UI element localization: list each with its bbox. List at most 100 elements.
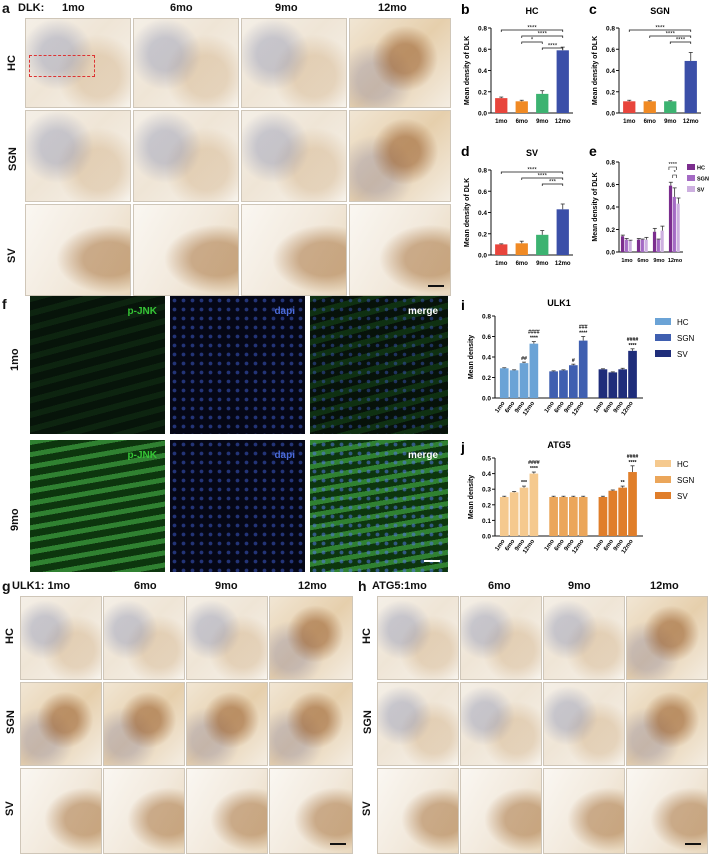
x-tick-label: 12mo [683,119,699,125]
bar [556,209,569,255]
y-tick-label: 0.6 [478,189,487,196]
y-tick-label: 0.8 [478,26,487,33]
ihc-image [543,682,625,766]
y-tick-label: 0.8 [606,160,615,167]
x-tick-label: 12mo [555,119,571,125]
bar [515,101,528,113]
bar [499,368,509,398]
bar [618,369,627,398]
significance-bracket [541,183,564,186]
panel-letter: c [589,1,597,17]
significance-bracket [521,35,564,38]
ihc-image [460,682,542,766]
bar [620,236,625,252]
bar [598,497,608,536]
panel-f-row-1mo: 1mo [9,348,21,371]
scale-bar [428,285,444,287]
y-axis-label: Mean density of DLK [464,36,471,105]
scale-bar [685,843,701,845]
significance-label: **** [530,336,539,342]
panel-h-col-3: 9mo [568,580,591,592]
panel-h-row-hc: HC [361,628,373,644]
ihc-image [186,682,268,766]
bar [578,497,588,536]
x-tick-label: 9mo [653,258,665,264]
significance-label: **** [628,460,637,466]
channel-label-merge: merge [407,306,438,317]
x-tick-label: 12mo [555,261,571,267]
chart-title: HC [526,6,539,16]
chart-c: SGN c 0.0 0.2 0.4 0.6 0.8 Mean density of DLK 1m… [589,1,701,125]
significance-label: **** [628,343,637,349]
panel-g-letter: g [2,578,11,594]
panel-f-row-9mo: 9mo [9,508,21,531]
legend-swatch [687,186,695,192]
chart-title: ATG5 [547,440,570,450]
ihc-image [460,768,542,854]
x-tick-label: 9mo [536,119,549,125]
ihc-image [377,596,459,680]
significance-label: *** [521,480,528,486]
bar [549,497,558,536]
panel-letter: b [461,1,470,17]
bar [640,239,644,252]
bar [499,497,509,536]
significance-bracket [649,35,692,38]
x-tick-label: 1mo [621,258,633,264]
x-tick-label: 6mo [516,261,529,267]
ihc-image [133,18,239,108]
y-tick-label: 0.1 [482,518,491,525]
legend-label: SV [697,188,705,194]
bar [536,93,549,113]
legend-label: SGN [677,476,695,485]
x-tick-label: 9mo [536,261,549,267]
ihc-image [349,110,451,202]
bar [559,370,568,398]
ihc-image [103,596,185,680]
significance-label: # [572,358,575,364]
ihc-image [349,18,451,108]
ihc-image [103,682,185,766]
y-tick-label: 0.4 [482,471,491,478]
panel-h-row-sgn: SGN [362,710,374,734]
y-tick-label: 0.4 [606,68,615,75]
fluorescence-image: merge [310,440,448,572]
y-axis-label: Mean density of DLK [592,36,599,105]
legend-label: SV [677,350,688,359]
panel-g-col-3: 9mo [215,580,238,592]
significance-bracket [500,29,564,32]
y-tick-label: 0.2 [606,89,615,96]
x-tick-label: 12mo [668,258,683,264]
ihc-image [460,596,542,680]
bar [664,101,677,113]
legend-label: SGN [697,177,709,183]
ihc-image [626,596,708,680]
x-tick-label: 1mo [495,261,508,267]
y-tick-label: 0.8 [606,26,615,33]
significance-label: ** [621,480,626,486]
y-tick-label: 0.3 [482,487,491,494]
significance-label: #### [528,330,540,336]
panel-letter: e [589,143,597,159]
ihc-image [626,768,708,854]
bar [519,363,529,398]
bar [618,487,627,536]
bar [536,234,549,255]
ihc-image [543,596,625,680]
x-tick-label: 6mo [644,119,657,125]
panel-g-row-sgn: SGN [5,710,17,734]
y-tick-label: 0.4 [478,68,487,75]
y-axis-label: Mean density of DLK [592,172,599,241]
significance-label: **** [527,26,537,32]
bar [529,343,539,398]
significance-label: **** [579,331,588,337]
ihc-image [626,682,708,766]
bar [529,473,539,536]
chart-e: e 0.0 0.2 0.4 0.6 0.8 Mean density of DLK 1mo 6m… [589,143,709,264]
legend-swatch [687,175,695,181]
ihc-image [241,18,347,108]
chart-d: SV d 0.0 0.2 0.4 0.6 0.8 Mean density of DLK 1mo… [461,143,573,267]
bar [628,350,637,398]
panel-g-row-hc: HC [4,628,16,644]
